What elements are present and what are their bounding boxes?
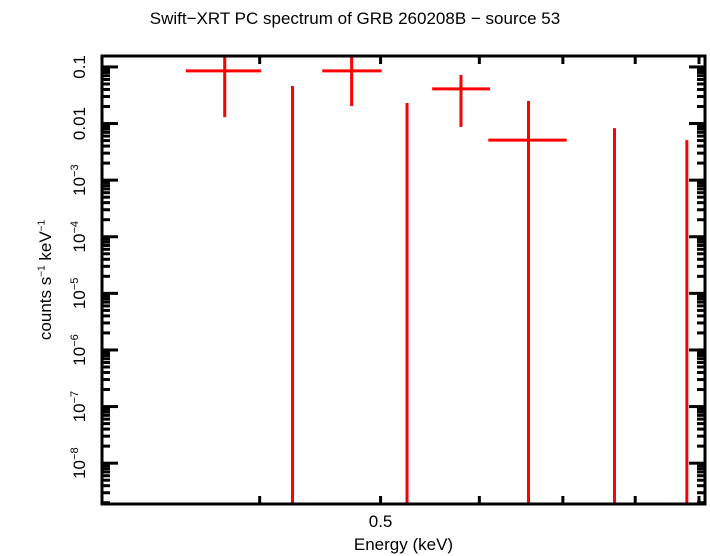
y-tick-label: 10−6 xyxy=(69,334,89,365)
plot-frame xyxy=(100,54,707,506)
chart-title: Swift−XRT PC spectrum of GRB 260208B − s… xyxy=(149,9,561,28)
x-axis-label: Energy (keV) xyxy=(353,535,454,554)
svg-text:10−7: 10−7 xyxy=(69,391,89,422)
y-tick-label: 10−4 xyxy=(69,221,89,252)
y-tick-label: 10−7 xyxy=(69,391,89,422)
svg-text:10−4: 10−4 xyxy=(69,221,89,252)
svg-text:10−3: 10−3 xyxy=(69,164,89,195)
y-tick-label: 10−5 xyxy=(69,278,89,309)
y-axis-label: counts s−1 keV−1 xyxy=(36,219,55,341)
y-tick-label: 10−8 xyxy=(69,447,89,478)
svg-text:10−5: 10−5 xyxy=(69,278,89,309)
x-tick-label: 0.5 xyxy=(369,512,393,531)
data-point xyxy=(185,56,262,118)
y-tick-label: 0.1 xyxy=(70,55,89,79)
svg-text:10−6: 10−6 xyxy=(69,334,89,365)
data-points xyxy=(185,56,689,504)
svg-text:0.1: 0.1 xyxy=(70,55,89,79)
y-tick-label: 10−3 xyxy=(69,164,89,195)
data-point xyxy=(322,56,382,107)
svg-text:10−8: 10−8 xyxy=(69,447,89,478)
data-point xyxy=(488,101,567,504)
axis-tick-labels: 0.5 0.1 0.01 10−3 10−4 10−5 10−6 10−7 10−8 xyxy=(69,55,392,531)
svg-text:0.01: 0.01 xyxy=(70,107,89,140)
data-point xyxy=(432,75,491,127)
y-tick-label: 0.01 xyxy=(70,107,89,140)
